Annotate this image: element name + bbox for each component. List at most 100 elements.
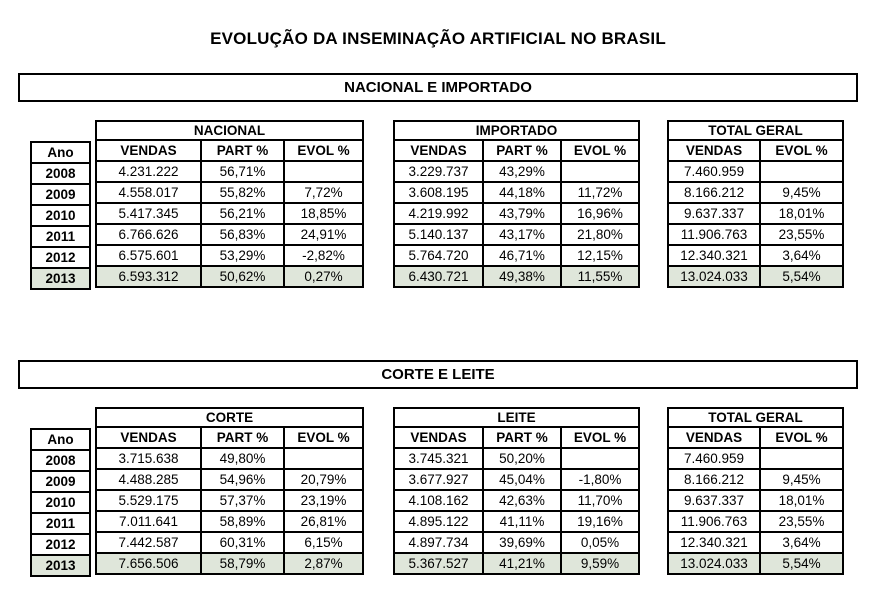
- table-cell: 4.558.017: [95, 181, 202, 204]
- table-row: 12.340.321 3,64%: [667, 244, 845, 267]
- table-row: 4.558.017 55,82% 7,72%: [95, 181, 365, 204]
- table-cell: 60,31%: [200, 531, 285, 554]
- table-cell: 13.024.033: [667, 552, 762, 575]
- table-cell: 2013: [30, 554, 91, 577]
- table-cell: 41,11%: [482, 510, 563, 533]
- table-cell: 9.637.337: [667, 489, 762, 512]
- table-cell: 26,81%: [282, 510, 365, 533]
- table-row: 7.460.959: [667, 160, 845, 183]
- table-row: 13.024.033 5,54%: [667, 552, 845, 575]
- table-cell: 49,38%: [482, 265, 563, 288]
- table-row: 7.011.641 58,89% 26,81%: [95, 510, 365, 533]
- table-row: 6.575.601 53,29% -2,82%: [95, 244, 365, 267]
- column-header: PART %: [482, 139, 563, 162]
- column-header: EVOL %: [282, 139, 365, 162]
- table-cell: 18,85%: [282, 202, 365, 225]
- column-header: PART %: [200, 426, 285, 449]
- table-cell: 41,21%: [482, 552, 563, 575]
- column-header: EVOL %: [759, 139, 845, 162]
- table-title: TOTAL GERAL: [667, 120, 845, 141]
- table-group-header-row: NACIONAL: [94, 120, 365, 141]
- table-cell: 11,55%: [560, 265, 641, 288]
- table-cell: 54,96%: [200, 468, 285, 491]
- table-cell: 43,17%: [482, 223, 563, 246]
- table-group-header-row: CORTE: [94, 407, 365, 428]
- table-row: 6.430.721 49,38% 11,55%: [393, 265, 641, 288]
- table-cell: 7.011.641: [95, 510, 202, 533]
- table-row: 3.229.737 43,29%: [393, 160, 641, 183]
- table-cell: 21,80%: [560, 223, 641, 246]
- table-row: 8.166.212 9,45%: [667, 468, 845, 491]
- table-cell: 43,79%: [482, 202, 563, 225]
- table-cell: 23,55%: [759, 223, 845, 246]
- table-cell: [282, 447, 365, 470]
- table-cell: 6.593.312: [95, 265, 202, 288]
- table-group-header-row: LEITE: [393, 407, 641, 428]
- table-cell: 57,37%: [200, 489, 285, 512]
- table-header-row: VENDAS PART % EVOL %: [95, 139, 365, 162]
- table-row: 7.460.959: [667, 447, 845, 470]
- table-cell: 3.715.638: [95, 447, 202, 470]
- table-group-header-row: IMPORTADO: [393, 120, 641, 141]
- table-cell: 2008: [30, 162, 91, 185]
- table-cell: 7.656.506: [95, 552, 202, 575]
- table-row: 3.608.195 44,18% 11,72%: [393, 181, 641, 204]
- year-column-header: Ano: [30, 428, 91, 451]
- section-header-corte-leite: CORTE E LEITE: [18, 360, 858, 389]
- table-cell: 9,59%: [560, 552, 641, 575]
- table-cell: 56,71%: [200, 160, 285, 183]
- table-title: CORTE: [94, 407, 365, 428]
- table-header-row: Ano: [30, 141, 91, 164]
- table-cell: 4.895.122: [393, 510, 485, 533]
- table-row: 9.637.337 18,01%: [667, 202, 845, 225]
- table-cell: 50,62%: [200, 265, 285, 288]
- table-cell: 9,45%: [759, 468, 845, 491]
- total-geral-table-1: TOTAL GERAL VENDAS EVOL % 7.460.959 8.166…: [667, 120, 845, 288]
- total-geral-table-2: TOTAL GERAL VENDAS EVOL % 7.460.959 8.166…: [667, 407, 845, 575]
- table-cell: 12,15%: [560, 244, 641, 267]
- table-cell: 2011: [30, 512, 91, 535]
- table-header-row: VENDAS PART % EVOL %: [393, 426, 641, 449]
- table-cell: 23,55%: [759, 510, 845, 533]
- table-cell: 46,71%: [482, 244, 563, 267]
- column-header: VENDAS: [95, 139, 202, 162]
- table-cell: 2,87%: [282, 552, 365, 575]
- column-header: EVOL %: [759, 426, 845, 449]
- table-cell: 5.367.527: [393, 552, 485, 575]
- table-row: 5.417.345 56,21% 18,85%: [95, 202, 365, 225]
- table-cell: 11,72%: [560, 181, 641, 204]
- column-header: VENDAS: [667, 139, 762, 162]
- table-header-row: Ano: [30, 428, 91, 451]
- column-header: EVOL %: [560, 139, 641, 162]
- table-cell: 6.430.721: [393, 265, 485, 288]
- table-cell: 2011: [30, 225, 91, 248]
- column-header: PART %: [482, 426, 563, 449]
- table-cell: 8.166.212: [667, 181, 762, 204]
- leite-table: LEITE VENDAS PART % EVOL % 3.745.321 50,2…: [393, 407, 641, 575]
- table-cell: 18,01%: [759, 202, 845, 225]
- table-cell: 39,69%: [482, 531, 563, 554]
- table-cell: 18,01%: [759, 489, 845, 512]
- table-row: 2009: [30, 183, 91, 206]
- table-cell: 9,45%: [759, 181, 845, 204]
- table-row: 3.677.927 45,04% -1,80%: [393, 468, 641, 491]
- table-row: 3.745.321 50,20%: [393, 447, 641, 470]
- table-row: 5.367.527 41,21% 9,59%: [393, 552, 641, 575]
- table-row: 2012: [30, 246, 91, 269]
- table-cell: 4.488.285: [95, 468, 202, 491]
- table-cell: [759, 447, 845, 470]
- table-cell: 2010: [30, 491, 91, 514]
- table-cell: 5,54%: [759, 552, 845, 575]
- table-cell: 24,91%: [282, 223, 365, 246]
- table-row: 2008: [30, 449, 91, 472]
- column-header: PART %: [200, 139, 285, 162]
- table-cell: 7.460.959: [667, 160, 762, 183]
- table-cell: 42,63%: [482, 489, 563, 512]
- table-cell: 6,15%: [282, 531, 365, 554]
- table-cell: 43,29%: [482, 160, 563, 183]
- table-cell: 3.608.195: [393, 181, 485, 204]
- table-row: 6.593.312 50,62% 0,27%: [95, 265, 365, 288]
- table-cell: 11,70%: [560, 489, 641, 512]
- table-cell: 5.764.720: [393, 244, 485, 267]
- section-1-tables: Ano 2008 2009 2010 2011 2012 2013 NACIONAL VE…: [30, 120, 876, 290]
